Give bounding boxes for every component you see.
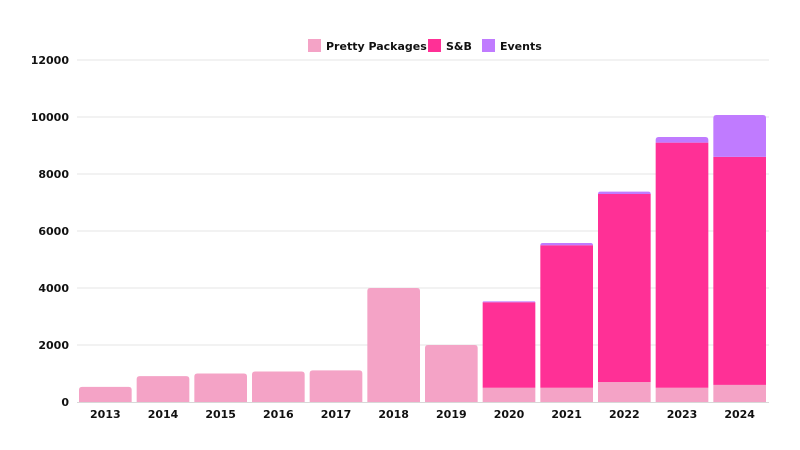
- x-tick-label: 2020: [494, 408, 525, 421]
- legend-item-s-b[interactable]: S&B: [428, 39, 472, 53]
- y-tick-label: 0: [61, 396, 69, 409]
- bar-events-2020: [482, 301, 536, 303]
- bar-s-b-2023: [655, 142, 709, 388]
- bar-pretty-packages-2021: [540, 387, 593, 402]
- x-tick-label: 2022: [609, 408, 640, 421]
- x-axis-ticks: 2013 2014 2015 2016 2017 2018 2019 2020 2021 2022…: [90, 408, 755, 421]
- bar-events-2023: [655, 136, 709, 143]
- x-tick-label: 2017: [321, 408, 352, 421]
- bars: [79, 115, 766, 402]
- bar-s-b-2024: [713, 156, 766, 385]
- legend-item-events[interactable]: Events: [482, 39, 542, 53]
- y-tick-label: 2000: [38, 339, 69, 352]
- legend-item-pretty-packages[interactable]: Pretty Packages: [308, 39, 427, 53]
- x-tick-label: 2014: [148, 408, 179, 421]
- x-tick-label: 2019: [436, 408, 467, 421]
- legend-label: S&B: [446, 40, 472, 53]
- legend-label: Pretty Packages: [326, 40, 427, 53]
- bar-pretty-packages-2024: [713, 384, 766, 402]
- x-tick-label: 2021: [551, 408, 582, 421]
- x-tick-label: 2018: [378, 408, 409, 421]
- legend: Pretty Packages S&B Events: [308, 39, 542, 53]
- legend-swatch: [428, 39, 441, 52]
- y-tick-label: 10000: [31, 111, 70, 124]
- y-tick-label: 6000: [38, 225, 69, 238]
- y-tick-label: 4000: [38, 282, 69, 295]
- bar-events-2021: [540, 242, 593, 246]
- bar-s-b-2021: [540, 245, 593, 388]
- y-axis-ticks: 0 2000 4000 6000 8000 10000 12000: [31, 54, 70, 409]
- bar-pretty-packages-2019: [425, 345, 478, 402]
- bar-pretty-packages-2017: [309, 370, 363, 402]
- y-tick-label: 8000: [38, 168, 69, 181]
- bar-pretty-packages-2022: [598, 382, 651, 402]
- x-tick-label: 2013: [90, 408, 121, 421]
- x-tick-label: 2023: [667, 408, 698, 421]
- bar-pretty-packages-2013: [79, 386, 132, 402]
- bar-pretty-packages-2018: [367, 288, 420, 402]
- y-tick-label: 12000: [31, 54, 70, 67]
- legend-label: Events: [500, 40, 542, 53]
- x-tick-label: 2016: [263, 408, 294, 421]
- gridlines: [77, 59, 769, 346]
- bar-pretty-packages-2016: [252, 371, 305, 402]
- bar-pretty-packages-2014: [136, 376, 190, 402]
- bar-s-b-2022: [598, 193, 651, 383]
- bar-pretty-packages-2020: [482, 387, 536, 402]
- bar-pretty-packages-2023: [655, 387, 709, 402]
- bar-events-2022: [598, 191, 651, 194]
- x-tick-label: 2024: [724, 408, 755, 421]
- x-tick-label: 2015: [205, 408, 236, 421]
- legend-swatch: [308, 39, 321, 52]
- bar-s-b-2020: [482, 302, 536, 388]
- bar-events-2024: [713, 115, 766, 157]
- legend-swatch: [482, 39, 495, 52]
- bar-pretty-packages-2015: [194, 373, 247, 402]
